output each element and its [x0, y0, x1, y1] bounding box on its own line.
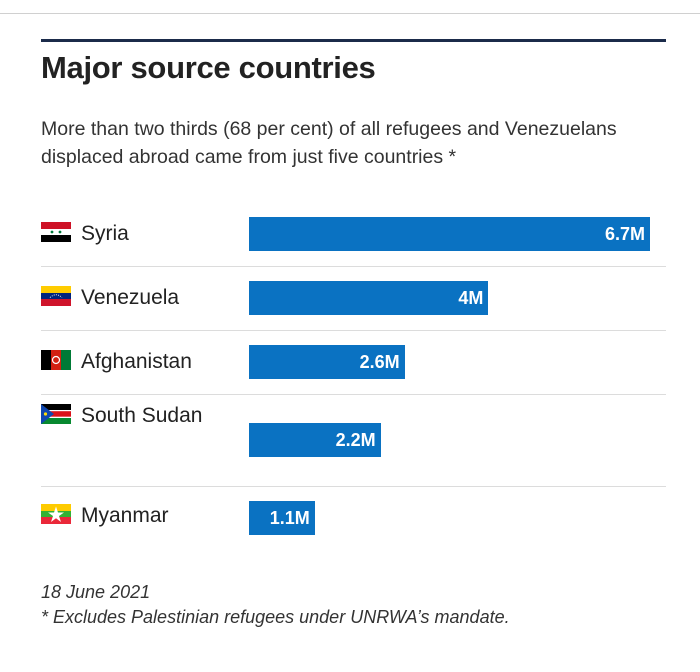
category-label-syria: Syria	[41, 220, 211, 248]
bar-row-afghanistan: Afghanistan 2.6M	[41, 331, 666, 395]
value-label-afghanistan: 2.6M	[359, 352, 400, 372]
bar-row-south-sudan: South Sudan 2.2M	[41, 395, 666, 487]
bar-row-syria: Syria 6.7M	[41, 203, 666, 267]
source-line-cutoff	[41, 637, 361, 643]
category-text: Myanmar	[81, 504, 169, 527]
value-label-syria: 6.7M	[604, 224, 645, 244]
bar-chart: Syria 6.7M Venezuela 4M Afghanistan	[41, 203, 666, 550]
category-label-venezuela: Venezuela	[41, 284, 211, 312]
category-label-south-sudan: South Sudan	[41, 402, 211, 430]
category-text: Venezuela	[81, 286, 180, 309]
south-sudan-flag-icon	[41, 404, 71, 424]
category-label-myanmar: Myanmar	[41, 502, 211, 530]
top-divider	[0, 13, 700, 14]
bar-south-sudan: 2.2M	[249, 423, 381, 457]
chart-subtitle: More than two thirds (68 per cent) of al…	[41, 118, 617, 168]
syria-flag-icon	[41, 222, 71, 242]
category-text: Afghanistan	[81, 350, 192, 373]
category-text: South Sudan	[81, 404, 203, 427]
value-label-south-sudan: 2.2M	[335, 430, 376, 450]
value-label-venezuela: 4M	[458, 288, 484, 308]
bar-row-myanmar: Myanmar 1.1M	[41, 487, 666, 550]
venezuela-flag-icon	[41, 286, 71, 306]
bar-myanmar: 1.1M	[249, 501, 315, 535]
chart-footnote: * Excludes Palestinian refugees under UN…	[41, 607, 510, 627]
myanmar-flag-icon	[41, 504, 71, 524]
chart-footer: 18 June 2021 * Excludes Palestinian refu…	[41, 580, 510, 630]
bar-afghanistan: 2.6M	[249, 345, 405, 379]
afghanistan-flag-icon	[41, 350, 71, 370]
bar-row-venezuela: Venezuela 4M	[41, 267, 666, 331]
bar-venezuela: 4M	[249, 281, 489, 315]
title-accent-bar	[41, 39, 666, 42]
bar-syria: 6.7M	[249, 217, 650, 251]
category-label-afghanistan: Afghanistan	[41, 348, 211, 376]
chart-title: Major source countries	[41, 50, 376, 85]
category-text: Syria	[81, 222, 129, 245]
value-label-myanmar: 1.1M	[269, 508, 310, 528]
chart-date: 18 June 2021	[41, 582, 151, 602]
